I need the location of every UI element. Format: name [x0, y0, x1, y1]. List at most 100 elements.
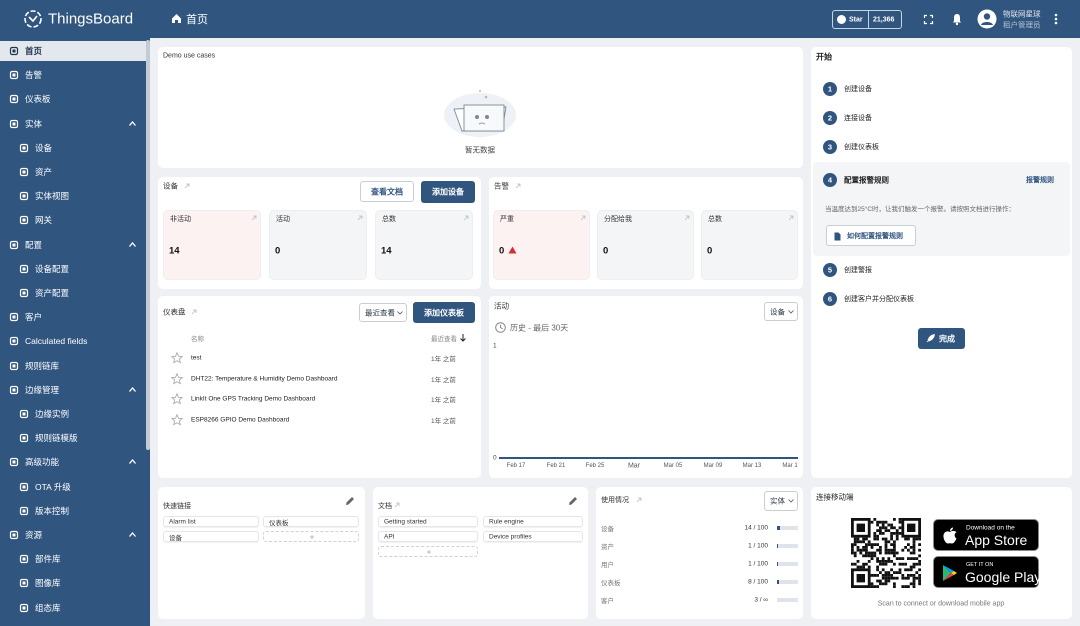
link-chip[interactable]: Getting started	[378, 516, 478, 527]
stat-tile[interactable]: 活动 0	[269, 210, 367, 280]
card-title: 连接移动端	[816, 492, 854, 502]
nav-item[interactable]: OTA 升级	[0, 477, 146, 497]
dashboard-last-viewed: 1年 之前	[431, 417, 456, 425]
nav-item[interactable]: 规则链库	[0, 356, 146, 376]
nav-item[interactable]: 边缘管理	[0, 380, 146, 400]
nav-item[interactable]: 客户	[0, 307, 146, 327]
column-header[interactable]: 最近查看	[431, 336, 457, 343]
edit-icon[interactable]	[568, 496, 578, 506]
more-icon-part[interactable]	[1054, 13, 1058, 17]
link-chip[interactable]: 设备	[163, 531, 259, 542]
favorite-star[interactable]	[170, 351, 184, 364]
dashboard-row[interactable]: LinkIt One GPS Tracking Demo Dashboard 1年…	[163, 389, 476, 409]
nav-item[interactable]: 图像库	[0, 573, 146, 593]
more-icon-part[interactable]	[1054, 21, 1058, 25]
nav-item[interactable]: 版本控制	[0, 501, 146, 521]
nav-item[interactable]: 组态库	[0, 598, 146, 618]
sort-select[interactable]: 最近查看	[359, 303, 407, 322]
nav-item[interactable]: 配置	[0, 235, 146, 255]
step-label[interactable]: 创建仪表板	[844, 144, 879, 151]
google-play-badge[interactable]: GET IT ON Google Play	[933, 556, 1041, 588]
nav-item[interactable]: 实体	[0, 114, 146, 134]
nav-item[interactable]: 资产	[0, 162, 146, 182]
step-label[interactable]: 创建客户并分配仪表板	[844, 296, 914, 303]
dashboard-row[interactable]: DHT22: Temperature & Humidity Demo Dashb…	[163, 369, 476, 389]
qr-module	[907, 585, 910, 588]
link-chip[interactable]: Alarm list	[163, 516, 259, 527]
avatar-icon-part[interactable]	[983, 13, 991, 20]
qr-module	[873, 518, 877, 521]
qr-module	[918, 560, 921, 563]
favorite-star-part[interactable]	[170, 372, 184, 385]
link-chip[interactable]: Rule engine	[483, 516, 583, 527]
fullscreen-icon-part[interactable]	[923, 14, 934, 25]
add-link-button[interactable]	[378, 546, 478, 557]
link-chip[interactable]: 仪表板	[263, 516, 359, 527]
avatar-icon-part[interactable]	[981, 22, 993, 25]
nav-item[interactable]: 首页	[0, 41, 146, 61]
notifications-icon-part[interactable]	[955, 22, 959, 26]
y-axis-label: 0	[493, 454, 497, 462]
nav-item[interactable]: 资源	[0, 525, 146, 545]
notifications-icon-part[interactable]	[953, 14, 961, 23]
favorite-star-part[interactable]	[170, 392, 184, 405]
more-icon[interactable]	[1054, 13, 1058, 25]
step-label[interactable]: 创建设备	[844, 86, 872, 93]
fullscreen-icon[interactable]	[923, 14, 934, 25]
add-dashboard-button[interactable]: 添加仪表板	[413, 302, 475, 323]
favorite-star-part[interactable]	[170, 351, 184, 364]
favorite-star[interactable]	[170, 372, 184, 385]
how-to-button[interactable]: 如何配置报警规则	[826, 225, 916, 246]
nav-item[interactable]: 部件库	[0, 549, 146, 569]
nav-item[interactable]: 设备	[0, 138, 146, 158]
notifications-icon[interactable]	[952, 13, 962, 26]
qr-module	[865, 543, 868, 546]
nav-item[interactable]: 边缘实例	[0, 404, 146, 424]
qr-module	[873, 551, 877, 555]
link-chip[interactable]: Device profiles	[483, 531, 583, 542]
stat-tile[interactable]: 严重 0	[493, 210, 590, 280]
nav-item[interactable]: 仪表板	[0, 89, 146, 109]
stat-tile[interactable]: 总数 0	[701, 210, 798, 280]
dashboard-row[interactable]: ESP8266 GPIO Demo Dashboard 1年 之前	[163, 410, 476, 430]
favorite-star[interactable]	[170, 413, 184, 426]
step-link[interactable]: 报警规则	[1026, 177, 1054, 184]
avatar-icon[interactable]	[977, 9, 997, 29]
dashboard-row[interactable]: test 1年 之前	[163, 348, 476, 368]
favorite-star[interactable]	[170, 392, 184, 405]
app-store-badge[interactable]: Download on the App Store	[933, 519, 1039, 551]
stat-tile[interactable]: 分配给我 0	[597, 210, 694, 280]
add-link-button[interactable]	[263, 531, 359, 542]
edit-icon[interactable]	[345, 496, 355, 506]
edit-icon-part[interactable]	[346, 497, 354, 505]
step-label[interactable]: 创建警报	[844, 267, 872, 274]
qr-module	[890, 574, 893, 577]
nav-item[interactable]: 实体视图	[0, 186, 146, 206]
docs-button[interactable]: 查看文档	[360, 181, 414, 202]
nav-item[interactable]: 网关	[0, 210, 146, 230]
stat-tile[interactable]: 总数 14	[375, 210, 473, 280]
github-star-button[interactable]: Star 21,366	[832, 10, 902, 29]
activity-select[interactable]: 设备	[764, 302, 798, 321]
nav-item[interactable]: 告警	[0, 65, 146, 85]
more-icon-part[interactable]	[1054, 17, 1058, 21]
done-button[interactable]: 完成	[918, 328, 965, 349]
qr-module	[893, 548, 896, 552]
qr-module	[884, 571, 888, 574]
link-chip[interactable]: API	[378, 531, 478, 542]
favorite-star-part[interactable]	[170, 413, 184, 426]
edit-icon-part[interactable]	[569, 497, 577, 505]
nav-item[interactable]: Calculated fields	[0, 331, 146, 351]
nav-item[interactable]: 高级功能	[0, 452, 146, 472]
nav-item[interactable]: 设备配置	[0, 259, 146, 279]
nav-item[interactable]: 资产配置	[0, 283, 146, 303]
step-label[interactable]: 连接设备	[844, 115, 872, 122]
stat-tile[interactable]: 非活动 14	[163, 210, 261, 280]
add-device-button[interactable]: 添加设备	[421, 181, 475, 203]
usage-select[interactable]: 实体	[764, 491, 798, 511]
logo-part	[24, 10, 42, 28]
nav-label: 设备配置	[35, 263, 70, 274]
nav-item[interactable]: 规则链模版	[0, 428, 146, 448]
step-label[interactable]: 配置报警规则	[844, 175, 889, 185]
link-chip-label: Alarm list	[169, 518, 196, 526]
